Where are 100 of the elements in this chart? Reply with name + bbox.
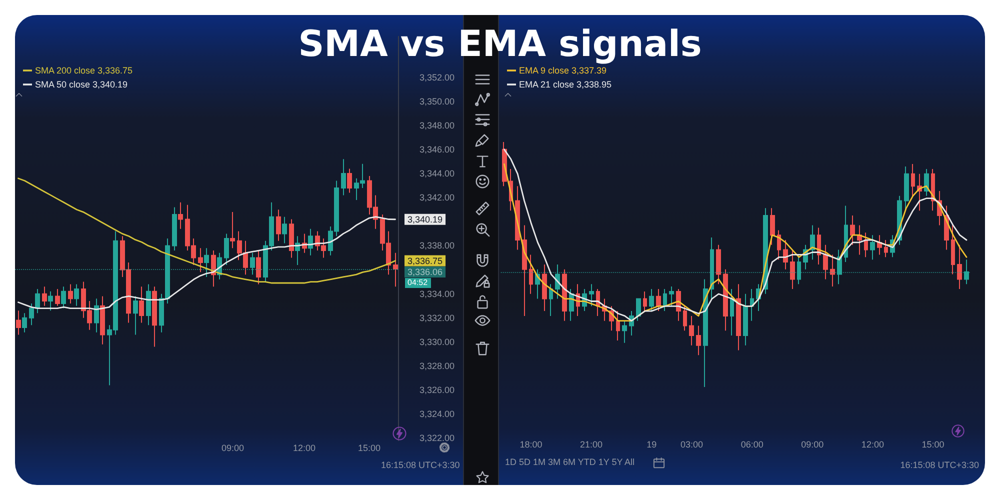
candlestick (924, 168, 929, 196)
text: 04:52 (404, 278, 431, 288)
x-tick-label: 03:00 (680, 440, 704, 450)
candlestick (616, 310, 620, 341)
y-tick-label: 3,350.00 (420, 96, 455, 106)
candlestick (94, 298, 99, 333)
candlestick (172, 206, 177, 252)
candlestick (55, 288, 60, 306)
candlestick (951, 224, 955, 275)
candlestick (783, 240, 788, 270)
candlestick (549, 284, 553, 316)
x-tick-label: 09:00 (221, 443, 244, 454)
candlestick (178, 202, 183, 230)
candlestick (276, 209, 281, 242)
candlestick (736, 284, 741, 351)
candlestick (16, 310, 21, 336)
candlestick (850, 215, 855, 246)
candlestick (289, 218, 294, 258)
legend-label: EMA 21 close 3,338.95 (519, 80, 612, 90)
candlestick (703, 278, 708, 388)
candlestick (48, 290, 53, 312)
candlestick (204, 248, 209, 278)
candlestick (100, 296, 105, 345)
x-tick-label: 09:00 (801, 440, 824, 450)
text: 16:15:08 UTC+3:30 (900, 460, 979, 470)
line-series (18, 216, 396, 310)
y-tick-label: 3,328.00 (420, 361, 455, 372)
candlestick (823, 244, 828, 280)
candlestick (830, 254, 835, 288)
candlestick (964, 259, 969, 285)
candlestick (589, 284, 594, 307)
y-tick-label: 3,334.00 (420, 288, 455, 299)
y-tick-label: 3,342.00 (420, 192, 455, 203)
candlestick (683, 306, 687, 332)
x-tick-label: 21:00 (580, 440, 603, 450)
candlestick (904, 166, 909, 212)
candlestick (224, 233, 229, 266)
candlestick (656, 288, 661, 312)
candlestick (696, 325, 701, 356)
candlestick (198, 248, 203, 273)
candlestick (750, 288, 754, 322)
text: SMA vs EMA signals (297, 23, 703, 67)
candlestick (957, 244, 962, 290)
legend-label: SMA 50 close 3,340.19 (35, 80, 128, 90)
candlestick (643, 290, 647, 312)
candlestick (870, 234, 875, 260)
candlestick (341, 158, 346, 196)
candlestick (230, 212, 235, 249)
candlestick (529, 254, 533, 294)
ref-line-label: 3,336.06 (408, 267, 443, 278)
candlestick (837, 249, 842, 285)
x-tick-label: 18:00 (520, 440, 542, 450)
data-label: 3,340.19 (408, 214, 443, 224)
candlestick (864, 232, 868, 258)
candlestick (68, 284, 73, 304)
y-tick-label: 3,346.00 (420, 144, 455, 154)
candlestick (74, 284, 79, 306)
candlestick (347, 168, 352, 194)
legend-label: EMA 9 close 3,337.39 (519, 66, 607, 76)
candlestick (743, 293, 748, 346)
y-tick-label: 3,324.00 (420, 409, 455, 420)
candlestick (730, 288, 734, 336)
candlestick (42, 286, 47, 306)
candlestick (669, 286, 674, 307)
candlestick (282, 216, 287, 244)
candlestick (911, 164, 915, 196)
x-tick-label: 12:00 (292, 443, 316, 454)
y-tick-label: 3,338.00 (420, 240, 455, 251)
candlestick (884, 240, 888, 258)
text: 16:15:08 UTC+3:30 (381, 460, 460, 470)
candlestick (250, 252, 255, 276)
y-tick-label: 3,330.00 (420, 336, 455, 347)
candlestick (152, 286, 157, 348)
candlestick (723, 268, 728, 332)
candlestick (562, 268, 567, 322)
candlestick (569, 288, 574, 322)
candlestick (797, 254, 801, 285)
y-tick-label: 3,322.00 (420, 433, 455, 444)
x-tick-label: 06:00 (740, 440, 764, 450)
x-tick-label: 19 (646, 440, 657, 450)
candlestick (393, 252, 398, 288)
candlestick (139, 286, 144, 324)
candlestick (877, 234, 882, 256)
candlestick (716, 244, 721, 285)
candlestick (710, 237, 714, 300)
candlestick (256, 250, 261, 285)
x-tick-label: 12:00 (861, 440, 884, 450)
candlestick (770, 208, 775, 246)
candlestick (146, 284, 151, 326)
candlestick (622, 320, 627, 344)
y-tick-label: 3,344.00 (420, 168, 455, 179)
text: 1D 5D 1M 3M 6M YTD 1Y 5Y All (505, 457, 635, 467)
x-tick-label: 15:00 (358, 443, 381, 454)
candlestick (636, 298, 641, 322)
candlestick (777, 230, 781, 260)
line-series (18, 178, 396, 284)
candlestick (22, 312, 27, 333)
data-label: 3,336.75 (408, 256, 443, 266)
candlestick (133, 296, 138, 336)
candlestick (61, 286, 66, 309)
